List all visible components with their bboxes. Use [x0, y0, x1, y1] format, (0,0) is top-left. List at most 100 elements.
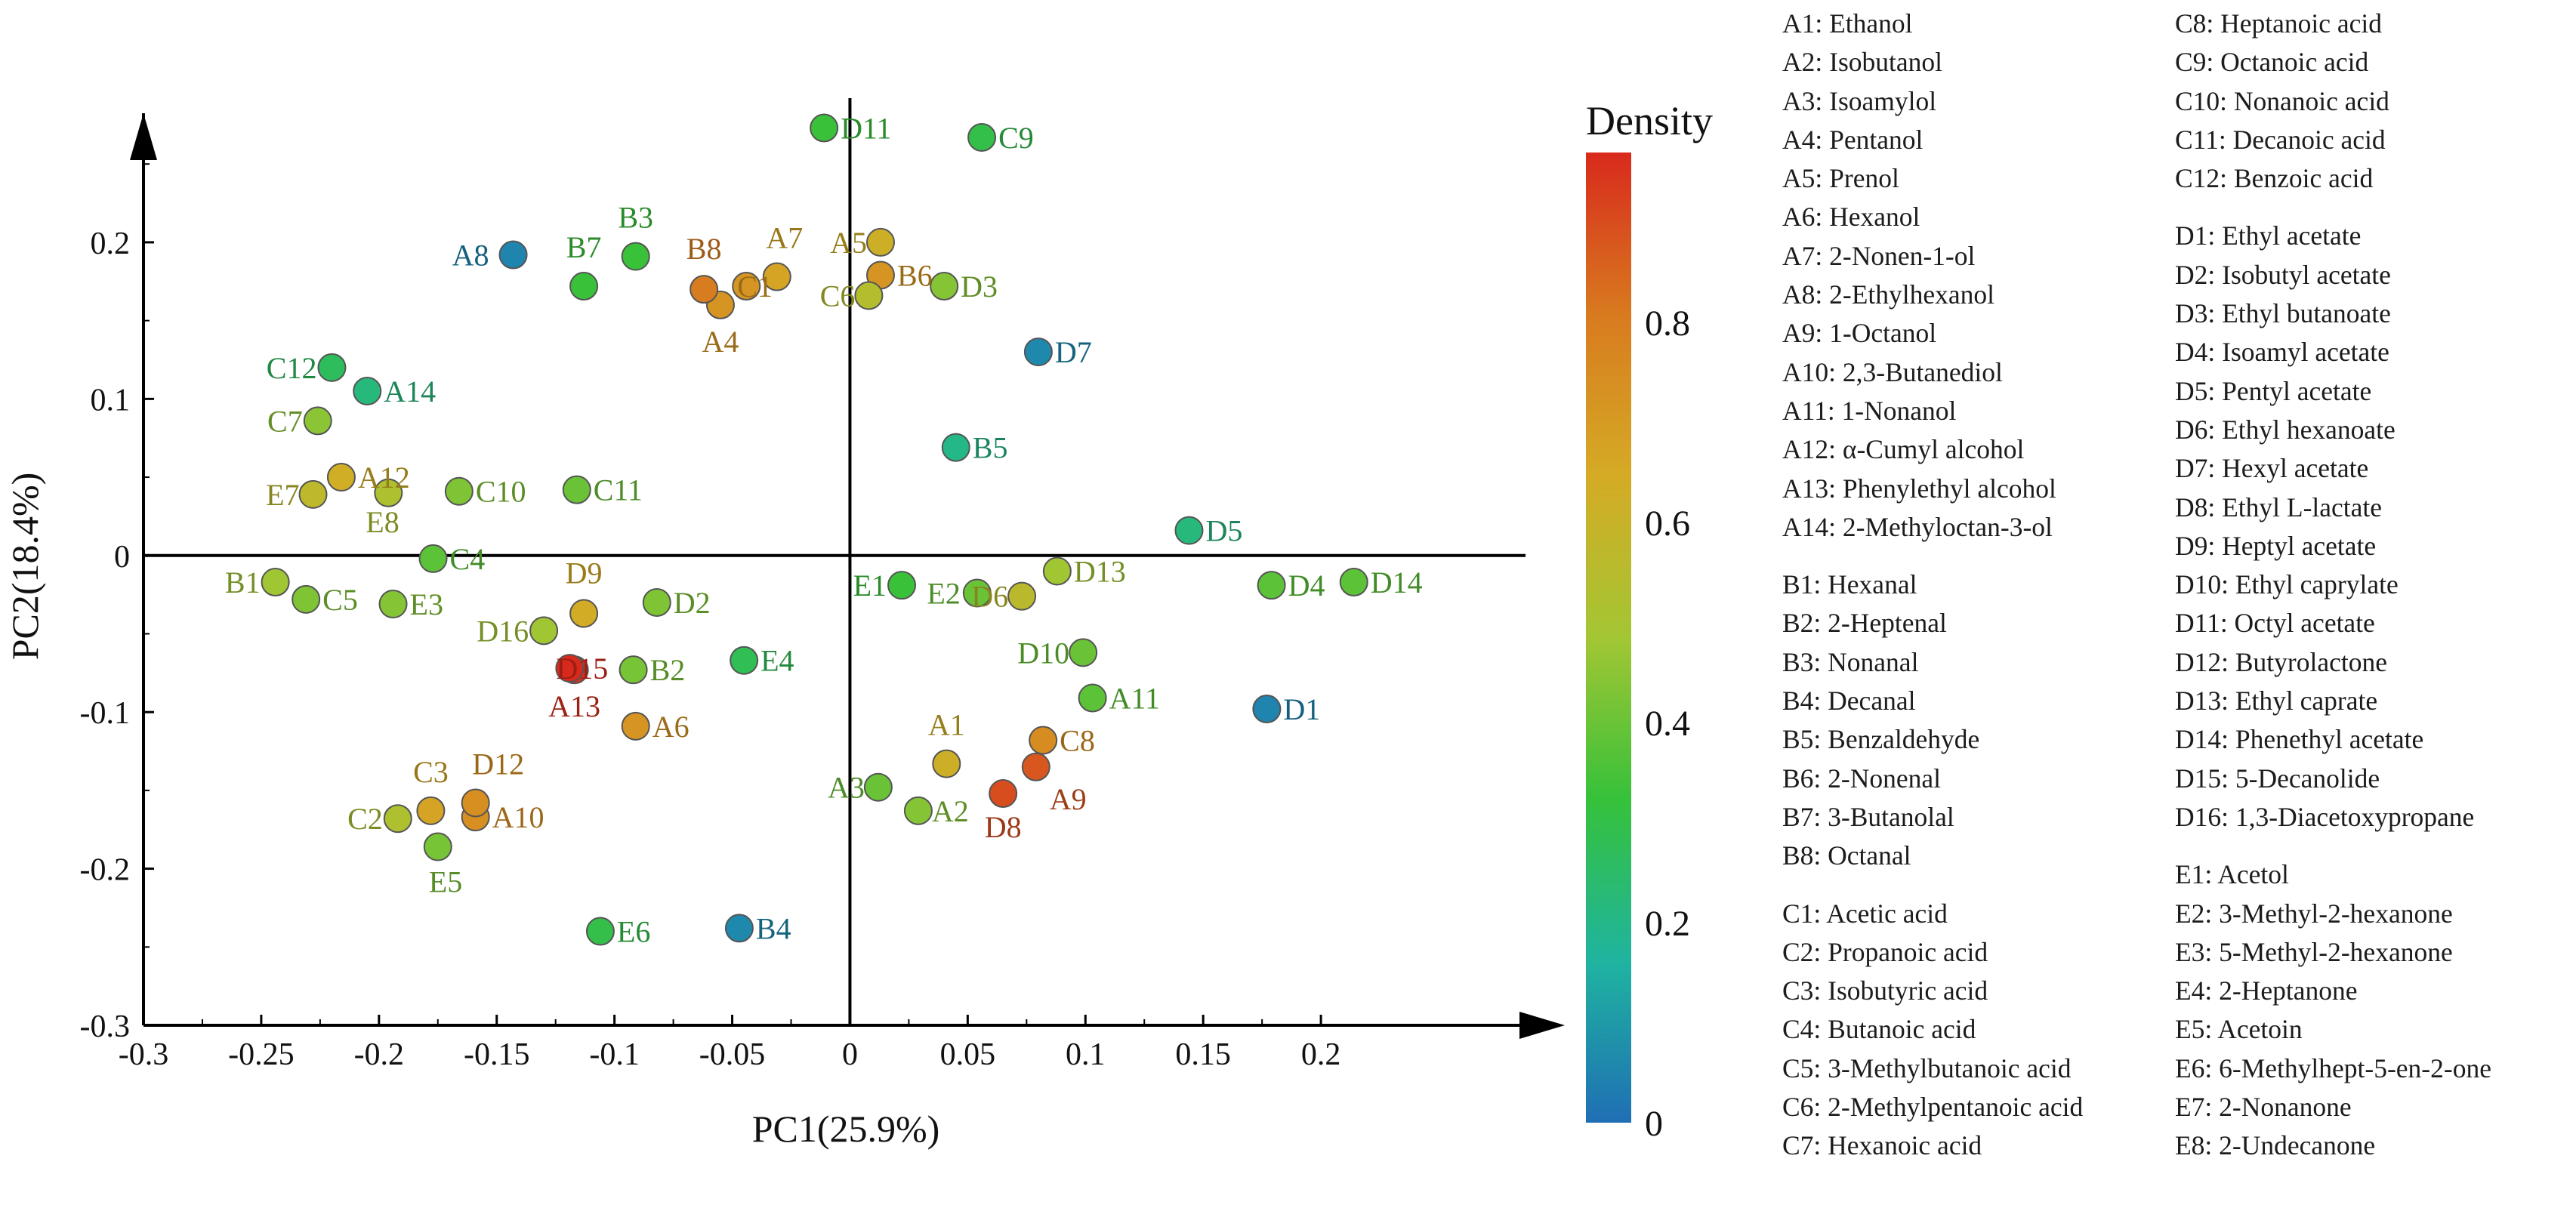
- y-tick-label: 0.2: [91, 226, 131, 261]
- data-point-d4: [1257, 571, 1286, 600]
- point-label-c5: C5: [322, 583, 358, 617]
- data-point-c12: [317, 353, 347, 382]
- data-point-a3: [863, 772, 893, 802]
- point-label-e5: E5: [429, 865, 462, 899]
- point-label-b7: B7: [566, 230, 602, 264]
- point-label-b6: B6: [897, 258, 933, 292]
- legend-entry: D10: Ethyl caprylate: [2175, 569, 2399, 600]
- data-point-d14: [1339, 568, 1368, 597]
- legend-entry: B3: Nonanal: [1782, 646, 1919, 677]
- legend-entry: A11: 1-Nonanol: [1782, 395, 1957, 426]
- legend-entry: A7: 2-Nonen-1-ol: [1782, 240, 1976, 271]
- x-tick-label: 0.1: [1066, 1037, 1106, 1072]
- point-label-b2: B2: [650, 653, 686, 687]
- data-point-d2: [642, 587, 671, 617]
- point-label-a4: A4: [702, 325, 739, 359]
- legend-entry: C10: Nonanoic acid: [2175, 85, 2389, 116]
- point-label-c1: C1: [737, 270, 773, 304]
- point-label-c6: C6: [820, 279, 856, 313]
- legend-entry: B2: 2-Heptenal: [1782, 608, 1947, 639]
- legend-entry: A2: Isobutanol: [1782, 47, 1942, 78]
- legend-entry: A6: Hexanol: [1782, 202, 1920, 233]
- point-label-c7: C7: [267, 404, 303, 438]
- x-tick-label: -0.1: [589, 1037, 640, 1072]
- data-point-c7: [303, 406, 332, 436]
- legend-entry: D7: Hexyl acetate: [2175, 453, 2369, 484]
- legend-entry: D16: 1,3-Diacetoxypropane: [2175, 801, 2475, 832]
- point-label-e6: E6: [617, 915, 650, 949]
- data-point-e3: [378, 590, 408, 619]
- legend-entry: A10: 2,3-Butanediol: [1782, 356, 2003, 387]
- point-label-d14: D14: [1371, 565, 1423, 599]
- data-point-c1: [732, 272, 761, 301]
- point-label-a7: A7: [766, 221, 803, 255]
- point-label-c9: C9: [998, 121, 1034, 155]
- legend-entry: A8: 2-Ethylhexanol: [1782, 279, 1994, 310]
- y-tick-label: -0.2: [80, 853, 131, 888]
- point-label-a14: A14: [384, 374, 436, 408]
- legend-entry: D2: Isobutyl acetate: [2175, 259, 2391, 290]
- data-point-c8: [1029, 726, 1058, 755]
- data-point-a7: [762, 262, 791, 291]
- data-point-e5: [423, 832, 452, 861]
- legend-entry: A14: 2-Methyloctan-3-ol: [1782, 511, 2053, 542]
- data-point-b7: [569, 272, 599, 301]
- point-label-d11: D11: [841, 112, 891, 146]
- legend-entry: B6: 2-Nonenal: [1782, 763, 1942, 794]
- legend-entry: D4: Isoamyl acetate: [2175, 337, 2389, 368]
- colorbar-gradient: [1586, 153, 1631, 1123]
- legend-entry: E6: 6-Methylhept-5-en-2-one: [2175, 1052, 2491, 1083]
- legend-entry: D5: Pentyl acetate: [2175, 375, 2372, 406]
- legend-entry: A4: Pentanol: [1782, 124, 1924, 155]
- data-point-a11: [1078, 683, 1107, 713]
- data-point-b5: [941, 433, 970, 462]
- legend-entry: C11: Decanoic acid: [2175, 124, 2386, 155]
- legend-entry: D11: Octyl acetate: [2175, 608, 2375, 639]
- data-point-b8: [690, 275, 719, 304]
- data-point-c6: [854, 281, 884, 310]
- legend-entry: A13: Phenylethyl alcohol: [1782, 473, 2056, 504]
- legend-entry: C5: 3-Methylbutanoic acid: [1782, 1052, 2072, 1083]
- point-label-a11: A11: [1109, 682, 1160, 716]
- y-tick-label: 0.1: [91, 383, 131, 418]
- data-point-d10: [1069, 638, 1098, 667]
- data-point-d8: [989, 779, 1018, 809]
- point-label-e1: E1: [853, 569, 887, 602]
- legend-entry: A5: Prenol: [1782, 163, 1899, 194]
- data-point-d6: [1007, 581, 1037, 611]
- point-label-c3: C3: [413, 755, 449, 789]
- legend-column-1: A1: Ethanol A2: Isobutanol A3: Isoamylol A4…: [1782, 5, 2083, 1166]
- point-label-d13: D13: [1074, 555, 1126, 589]
- point-label-d16: D16: [477, 614, 529, 648]
- legend-entry: C2: Propanoic acid: [1782, 936, 1988, 967]
- legend-entry: D14: Phenethyl acetate: [2175, 724, 2424, 755]
- point-label-c8: C8: [1060, 724, 1095, 758]
- data-point-c3: [416, 796, 446, 825]
- legend-entry: D9: Heptyl acetate: [2175, 530, 2377, 561]
- legend-entry: D6: Ethyl hexanoate: [2175, 414, 2396, 445]
- point-label-a3: A3: [828, 771, 865, 805]
- colorbar-tick-label: 0.6: [1645, 504, 1690, 544]
- x-tick-label: -0.3: [119, 1037, 169, 1072]
- y-axis-arrow: [130, 113, 157, 160]
- data-point-e6: [585, 917, 615, 946]
- point-label-d6: D6: [971, 580, 1008, 614]
- colorbar-tick-label: 0.4: [1645, 704, 1690, 744]
- data-point-d12: [461, 788, 490, 818]
- data-point-a9: [1021, 752, 1050, 781]
- point-label-a10: A10: [492, 800, 545, 834]
- data-point-a14: [353, 376, 382, 405]
- legend-spacer: [1782, 876, 2083, 895]
- legend-spacer: [2175, 198, 2491, 217]
- legend-entry: B1: Hexanal: [1782, 569, 1917, 600]
- data-point-c11: [562, 475, 591, 504]
- point-label-e3: E3: [410, 587, 443, 621]
- colorbar-tick-label: 0: [1645, 1104, 1663, 1144]
- legend-entry: C1: Acetic acid: [1782, 898, 1948, 929]
- legend-entry: C12: Benzoic acid: [2175, 163, 2374, 194]
- data-point-d9: [569, 599, 599, 628]
- data-point-e4: [730, 646, 759, 675]
- data-point-b2: [619, 655, 648, 685]
- x-axis-title: PC1(25.9%): [752, 1108, 940, 1150]
- colorbar-tick-label: 0.8: [1645, 304, 1690, 344]
